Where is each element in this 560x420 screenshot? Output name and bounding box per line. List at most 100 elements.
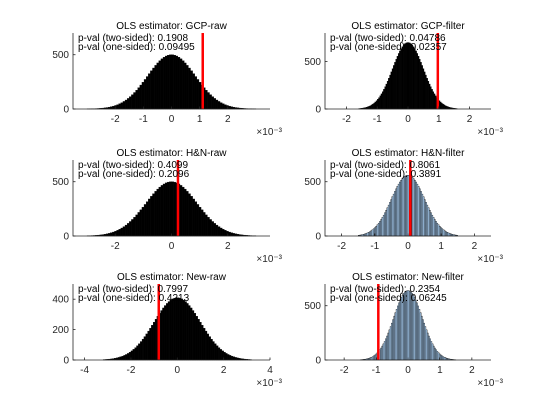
histogram-bar — [150, 196, 153, 237]
histogram-bar — [429, 86, 432, 110]
histogram-bar — [397, 305, 399, 361]
histogram-bar — [433, 219, 436, 237]
x-tick-label: -2 — [340, 365, 349, 376]
x-tick-label: 2 — [225, 241, 231, 252]
y-tick-label: 500 — [52, 177, 69, 188]
histogram-bar — [145, 76, 149, 110]
histogram-bar — [427, 80, 430, 110]
x-tick-label: -2 — [111, 241, 120, 252]
histogram-bar — [145, 201, 149, 237]
histogram-bar — [392, 193, 395, 237]
histogram-bar — [386, 80, 389, 110]
histogram-bar — [375, 226, 378, 237]
histogram-bar — [380, 219, 383, 237]
histogram-bar — [193, 313, 197, 361]
histogram-bar — [219, 227, 223, 237]
histogram-bar — [190, 196, 193, 237]
x-exponent-label: ×10⁻³ — [256, 378, 282, 389]
histogram-bar — [148, 198, 151, 237]
histogram-bar — [138, 343, 141, 361]
p-value-annotation: p-val (one-sided): 0.3891 — [330, 169, 442, 180]
histogram-bar — [425, 74, 427, 110]
histogram-bar — [407, 175, 410, 237]
histogram-panel: -2 -1 0 1 2 0 500 ×10⁻³ OLS estimator: New-filte… — [304, 272, 503, 389]
p-value-annotation: p-val (two-sided): 0.2354 — [330, 284, 440, 295]
histogram-bar — [392, 319, 394, 361]
y-tick-label: 0 — [63, 232, 69, 243]
histogram-bar — [119, 356, 122, 361]
histogram-bar — [445, 231, 447, 237]
histogram-bar — [123, 355, 126, 361]
histogram-bar — [204, 330, 208, 361]
histogram-bar — [110, 232, 113, 237]
histogram-bar — [382, 343, 385, 361]
histogram-bar — [380, 347, 382, 361]
histogram-bar — [186, 303, 189, 361]
histogram-bar — [381, 345, 384, 361]
histogram-bar — [440, 354, 442, 361]
histogram-bar — [188, 67, 191, 110]
y-tick-label: 0 — [315, 105, 321, 116]
histogram-bar — [393, 315, 396, 361]
histogram-bar — [414, 179, 416, 237]
histogram-bar — [137, 212, 141, 237]
histogram-bar — [211, 96, 214, 110]
x-tick-label: 1 — [437, 365, 443, 376]
histogram-bar — [420, 191, 422, 237]
histogram-bar — [398, 302, 400, 361]
histogram-bar — [190, 307, 193, 361]
histogram-bar — [198, 206, 202, 237]
p-value-annotation: p-val (two-sided): 0.04786 — [330, 33, 446, 44]
histogram-bar — [118, 229, 122, 237]
x-tick-label: 1 — [438, 241, 444, 252]
histogram-bar — [169, 181, 172, 237]
histogram-bar — [443, 357, 446, 361]
histogram-bar — [209, 219, 212, 237]
histogram-bar — [169, 54, 172, 110]
histogram-bar — [395, 188, 397, 237]
histogram-bar — [171, 181, 174, 237]
histogram-bar — [411, 44, 414, 110]
histogram-bar — [149, 328, 152, 361]
histogram-bar — [194, 201, 198, 237]
histogram-bar — [405, 175, 407, 237]
x-tick-label: -1 — [139, 114, 148, 125]
x-tick-label: -2 — [126, 365, 135, 376]
histogram-bar — [434, 95, 437, 110]
histogram-bar — [385, 338, 387, 361]
histogram-bar — [370, 104, 373, 110]
histogram-bar — [399, 50, 401, 110]
histogram-bar — [129, 221, 132, 237]
histogram-bar — [213, 98, 216, 110]
histogram-bar — [112, 105, 115, 110]
histogram-panel: -2 -1 0 1 2 0 500 ×10⁻³ OLS estimator: GCP-filte… — [304, 21, 503, 138]
histogram-bar — [388, 329, 391, 361]
histogram-bar — [156, 62, 160, 110]
histogram-bar — [421, 65, 423, 110]
histogram-bar — [387, 204, 390, 237]
p-value-annotation: p-val (two-sided): 0.8061 — [330, 160, 440, 171]
histogram-bar — [404, 176, 406, 237]
histogram-bar — [221, 103, 225, 110]
histogram-bar — [422, 68, 425, 110]
histogram-bars — [358, 42, 458, 110]
histogram-bar — [384, 86, 387, 110]
histogram-bar — [391, 322, 393, 361]
histogram-bar — [151, 325, 154, 361]
histogram-bar — [210, 338, 213, 361]
histogram-bar — [389, 202, 391, 237]
x-tick-label: 4 — [267, 365, 273, 376]
histogram-bar — [419, 312, 422, 361]
histogram-bar — [197, 319, 200, 361]
histogram-bar — [442, 103, 444, 110]
histogram-bar — [162, 307, 165, 361]
histogram-bar — [154, 65, 157, 110]
histogram-bar — [207, 92, 210, 110]
histogram-bar — [423, 71, 426, 110]
histogram-bar — [391, 196, 394, 237]
x-tick-label: -1 — [373, 114, 382, 125]
histogram-bar — [419, 188, 421, 237]
histogram-panel: -4 -2 0 2 4 0 200 400 ×10⁻³ OLS estimator: New-ra… — [52, 272, 282, 389]
histogram-bar — [432, 217, 435, 237]
